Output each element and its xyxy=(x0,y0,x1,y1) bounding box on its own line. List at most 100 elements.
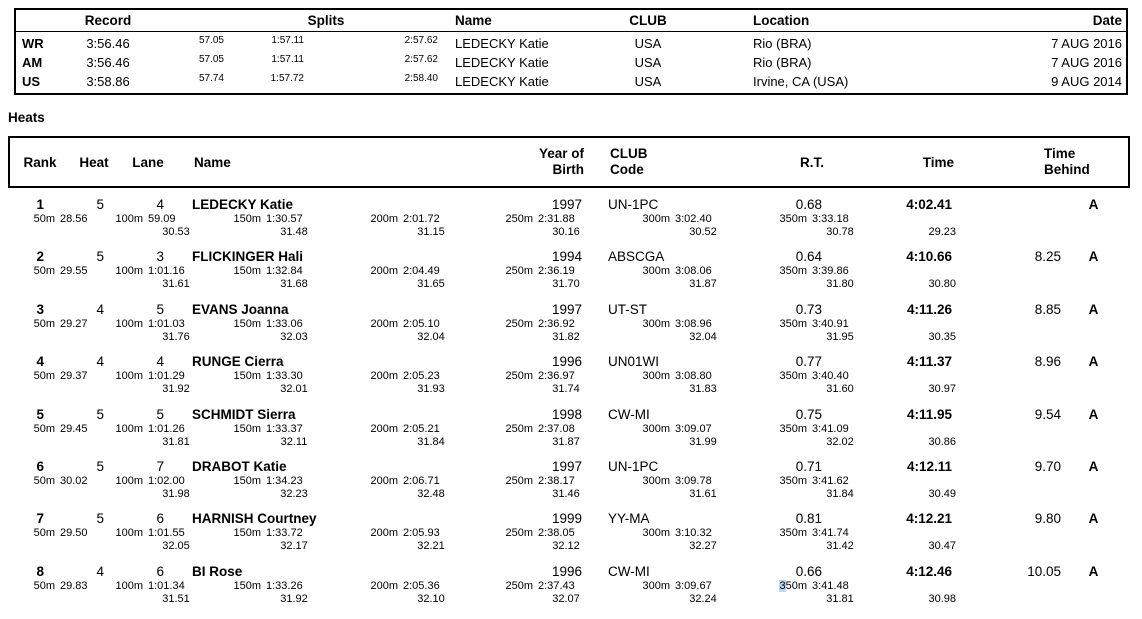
split-lap-time: 31.60 xyxy=(826,383,854,396)
lane-value: 5 xyxy=(156,301,164,317)
club-code-value: YY-MA xyxy=(608,511,650,527)
records-header-date: Date xyxy=(1092,13,1122,28)
record-location: Irvine, CA (USA) xyxy=(753,74,849,89)
split-label: 200m xyxy=(370,370,398,383)
split-spacer xyxy=(497,593,538,606)
split-label: 350m xyxy=(779,265,807,278)
split-line-cumulative: 300m 3:08.96 xyxy=(634,318,771,331)
split-lap-time: 31.76 xyxy=(162,330,190,343)
qualification-status: A xyxy=(1088,197,1099,212)
split-label: 100m xyxy=(115,265,143,278)
split-spacer xyxy=(225,488,266,501)
year-of-birth-value: 1997 xyxy=(551,458,582,474)
split-spacer xyxy=(771,436,812,449)
final-time-value: 4:11.37 xyxy=(906,354,952,370)
split-lap-time: 31.99 xyxy=(689,435,717,448)
split-cell-50m: 50m 29.50 xyxy=(8,527,100,553)
split-cell-250m: 250m 2:36.97 31.74 xyxy=(497,370,634,396)
club-code-value: UN-1PC xyxy=(608,458,659,474)
split-line-cumulative: 200m 2:01.72 xyxy=(362,213,497,226)
split-label: 50m xyxy=(33,527,55,540)
split-lap-time: 31.80 xyxy=(826,278,854,291)
split-cell-350m: 350m 3:41.09 32.02 xyxy=(771,423,906,449)
final-lap-time: 29.23 xyxy=(928,226,956,238)
split-lap-time: 31.74 xyxy=(552,383,580,396)
athlete-row: 1 5 4 LEDECKY Katie 1997 UN-1PC 0.68 4:02.41 A 50… xyxy=(8,196,1134,239)
split-label: 200m xyxy=(370,474,398,487)
split-line-lap: 32.12 xyxy=(497,540,634,553)
split-label: 350m xyxy=(779,527,807,540)
split-label: 150m xyxy=(233,370,261,383)
record-split-100: 1:57.11 xyxy=(271,54,304,65)
split-line-cumulative: 50m 29.55 xyxy=(8,265,100,278)
heat-value: 5 xyxy=(96,458,104,474)
athlete-main-line: 4 4 4 RUNGE Cierra 1996 UN01WI 0.77 4:11.37 8.96… xyxy=(8,353,1126,370)
split-line-cumulative: 150m 1:33.30 xyxy=(225,370,362,383)
split-cumulative-time: 3:09.07 xyxy=(675,422,712,435)
split-line-cumulative: 250m 2:36.92 xyxy=(497,318,634,331)
split-line-lap: 31.60 xyxy=(771,383,906,396)
split-cumulative-time: 3:39.86 xyxy=(812,265,849,278)
split-spacer xyxy=(225,383,266,396)
year-of-birth-value: 1997 xyxy=(551,301,582,317)
records-header-location: Location xyxy=(753,13,810,28)
split-label: 200m xyxy=(370,422,398,435)
split-cell-250m: 250m 2:37.08 31.87 xyxy=(497,423,634,449)
final-lap-cell: 30.98 xyxy=(906,580,958,606)
split-line-lap: 31.65 xyxy=(362,278,497,291)
split-spacer xyxy=(225,278,266,291)
record-time: 3:56.46 xyxy=(86,55,130,70)
split-label: 50m xyxy=(33,213,55,225)
split-line-cumulative: 350m 3:39.86 xyxy=(771,265,906,278)
split-lap-time: 32.12 xyxy=(552,540,580,553)
split-cell-150m: 150m 1:33.37 32.11 xyxy=(225,423,362,449)
record-tag: AM xyxy=(22,55,43,70)
split-cell-250m: 250m 2:38.17 31.46 xyxy=(497,475,634,501)
records-header-name: Name xyxy=(455,13,492,28)
split-label: 250m xyxy=(505,474,533,487)
split-line-lap: 30.52 xyxy=(634,226,771,239)
split-cell-100m: 100m 1:01.29 31.92 xyxy=(100,370,225,396)
year-of-birth-value: 1996 xyxy=(551,563,582,579)
final-lap-time: 30.86 xyxy=(928,435,956,448)
split-cumulative-time: 2:36.19 xyxy=(538,265,575,278)
split-cell-150m: 150m 1:33.06 32.03 xyxy=(225,318,362,344)
split-line-cumulative: 250m 2:37.43 xyxy=(497,580,634,593)
split-lap-time: 31.92 xyxy=(280,592,308,605)
record-split-50: 57.74 xyxy=(198,73,224,84)
athlete-main-line: 7 5 6 HARNISH Courtney 1999 YY-MA 0.81 4:12.21 9… xyxy=(8,510,1126,527)
split-cumulative-time: 3:40.91 xyxy=(812,317,849,330)
split-cumulative-time: 3:02.40 xyxy=(675,213,712,225)
split-cumulative-time: 3:10.32 xyxy=(675,527,712,540)
heats-header-name: Name xyxy=(194,154,231,170)
split-line-cumulative: 50m 29.37 xyxy=(8,370,100,383)
split-cell-250m: 250m 2:37.43 32.07 xyxy=(497,580,634,606)
split-line-cumulative: 250m 2:36.19 xyxy=(497,265,634,278)
split-line-lap: 31.70 xyxy=(497,278,634,291)
split-spacer xyxy=(634,436,675,449)
split-cumulative-time: 1:34.23 xyxy=(266,474,303,487)
split-line-cumulative: 250m 2:36.97 xyxy=(497,370,634,383)
split-line-cumulative: 250m 2:31.88 xyxy=(497,213,634,226)
final-lap-cell: 30.49 xyxy=(906,475,958,501)
split-cumulative-time: 2:01.72 xyxy=(403,213,440,225)
split-lap-time: 31.95 xyxy=(826,330,854,343)
time-behind-value: 8.25 xyxy=(1034,249,1061,265)
split-lap-time: 32.03 xyxy=(280,330,308,343)
final-lap-cell: 30.47 xyxy=(906,527,958,553)
time-behind-value xyxy=(952,196,1061,213)
record-holder-name: LEDECKY Katie xyxy=(455,55,549,70)
split-cumulative-time: 3:41.09 xyxy=(812,422,849,435)
split-line-lap: 32.02 xyxy=(771,436,906,449)
split-spacer xyxy=(362,331,403,344)
split-spacer xyxy=(497,383,538,396)
split-line-lap: 32.10 xyxy=(362,593,497,606)
split-line-cumulative: 300m 3:09.78 xyxy=(634,475,771,488)
split-cumulative-time: 3:40.40 xyxy=(812,370,849,383)
club-code-value: UT-ST xyxy=(608,301,647,317)
split-line-lap: 31.48 xyxy=(225,226,362,239)
split-line-cumulative: 150m 1:32.84 xyxy=(225,265,362,278)
split-cell-50m: 50m 29.27 xyxy=(8,318,100,344)
heats-header-row: Rank Heat Lane Name Year of Birth CLUB C… xyxy=(10,146,1128,178)
split-cumulative-time: 2:05.21 xyxy=(403,422,440,435)
